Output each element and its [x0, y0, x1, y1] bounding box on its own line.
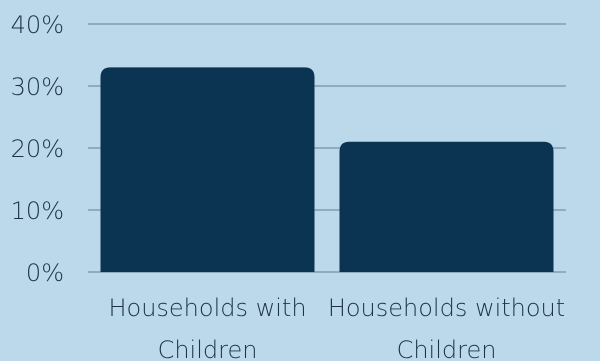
bar	[100, 67, 315, 273]
y-tick-label: 0%	[26, 259, 64, 287]
bars	[100, 67, 554, 273]
y-axis-ticks: 0% 10% 20% 30% 40%	[11, 11, 64, 287]
x-category-label: Households with Children	[108, 294, 306, 361]
x-category-label: Households without Children	[328, 294, 565, 361]
y-tick-label: 10%	[11, 197, 64, 225]
y-tick-label: 20%	[11, 135, 64, 163]
x-axis-labels: Households with Children Households withou…	[108, 294, 565, 361]
y-tick-label: 30%	[11, 73, 64, 101]
bar	[339, 141, 554, 272]
y-tick-label: 40%	[11, 11, 64, 39]
